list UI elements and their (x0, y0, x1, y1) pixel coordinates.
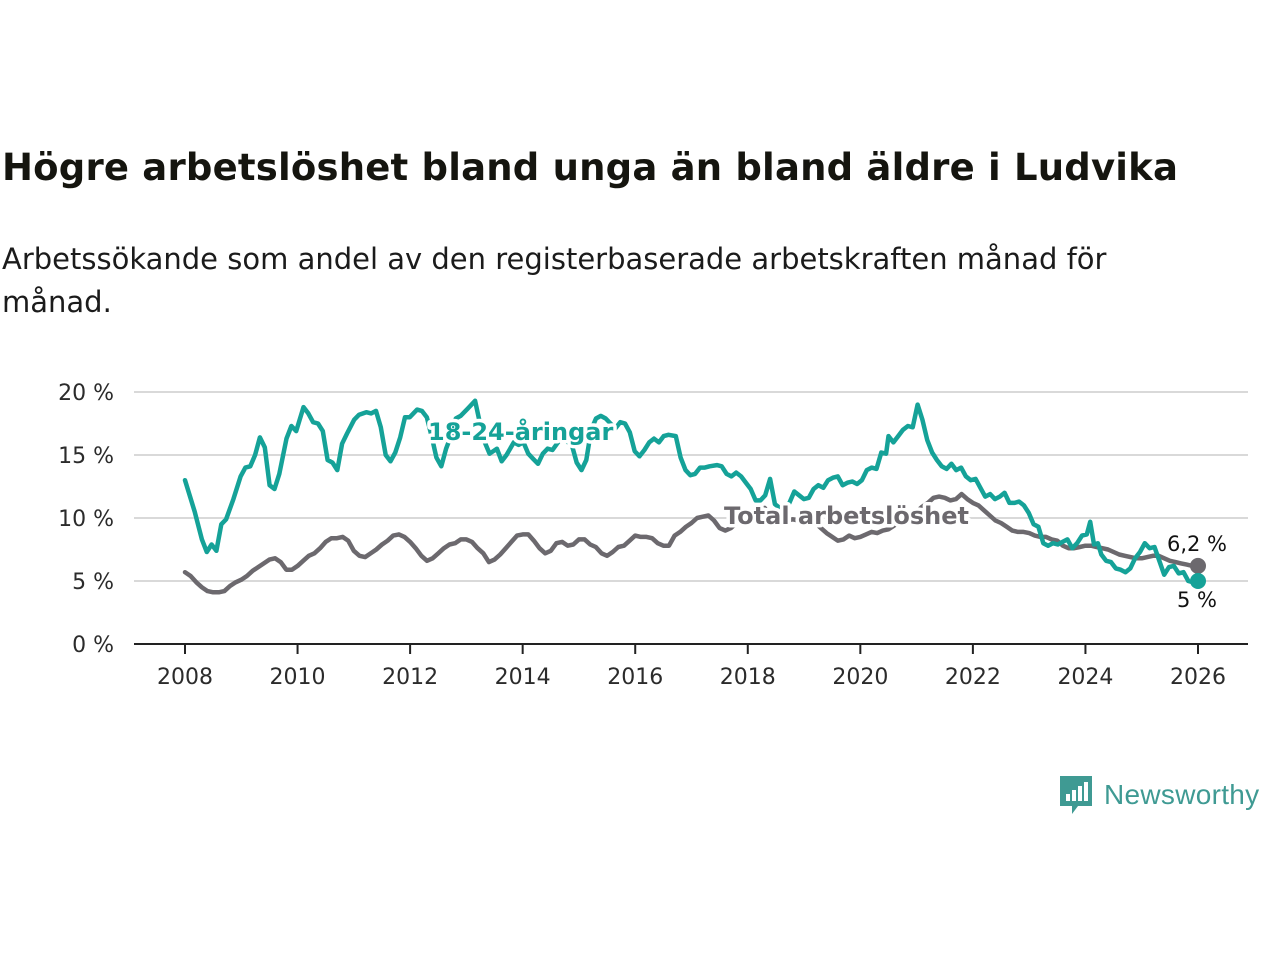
newsworthy-logo: Newsworthy (1058, 772, 1259, 818)
end-point-18-24 (1190, 573, 1206, 589)
page-subtitle: Arbetssökande som andel av den registerb… (2, 242, 1107, 319)
x-tick-label-2022: 2022 (945, 665, 1001, 690)
series-line-18-24 (182, 398, 1201, 585)
x-tick-label-2016: 2016 (607, 665, 663, 690)
y-tick-label-5: 5 % (72, 570, 114, 595)
y-tick-label-10: 10 % (58, 507, 114, 532)
series-label-18-24-halo: 18-24-åringar (428, 417, 613, 446)
page-title: Högre arbetslöshet bland unga än bland ä… (2, 146, 1179, 189)
x-tick-label-2012: 2012 (382, 665, 438, 690)
end-label-18-24: 5 % (1177, 588, 1217, 612)
end-label-total: 6,2 % (1167, 532, 1227, 556)
x-tick-label-2008: 2008 (157, 665, 213, 690)
x-tick-label-2014: 2014 (495, 665, 551, 690)
y-tick-label-0: 0 % (72, 633, 114, 658)
x-tick-label-2024: 2024 (1057, 665, 1113, 690)
series-label-total: Total arbetslöshet (724, 502, 969, 530)
x-tick-label-2020: 2020 (832, 665, 888, 690)
x-tick-label-2026: 2026 (1170, 665, 1226, 690)
x-tick-label-2018: 2018 (720, 665, 776, 690)
series-label-18-24: 18-24-åringar (428, 417, 613, 446)
end-point-total (1190, 557, 1206, 574)
newsworthy-logo-icon (1060, 776, 1092, 814)
series-line-total (182, 491, 1201, 595)
series-label-total-halo: Total arbetslöshet (724, 502, 969, 530)
brand-name: Newsworthy (1104, 779, 1260, 810)
y-tick-label-15: 15 % (58, 444, 114, 469)
x-tick-label-2010: 2010 (270, 665, 326, 690)
y-tick-label-20: 20 % (58, 381, 114, 406)
